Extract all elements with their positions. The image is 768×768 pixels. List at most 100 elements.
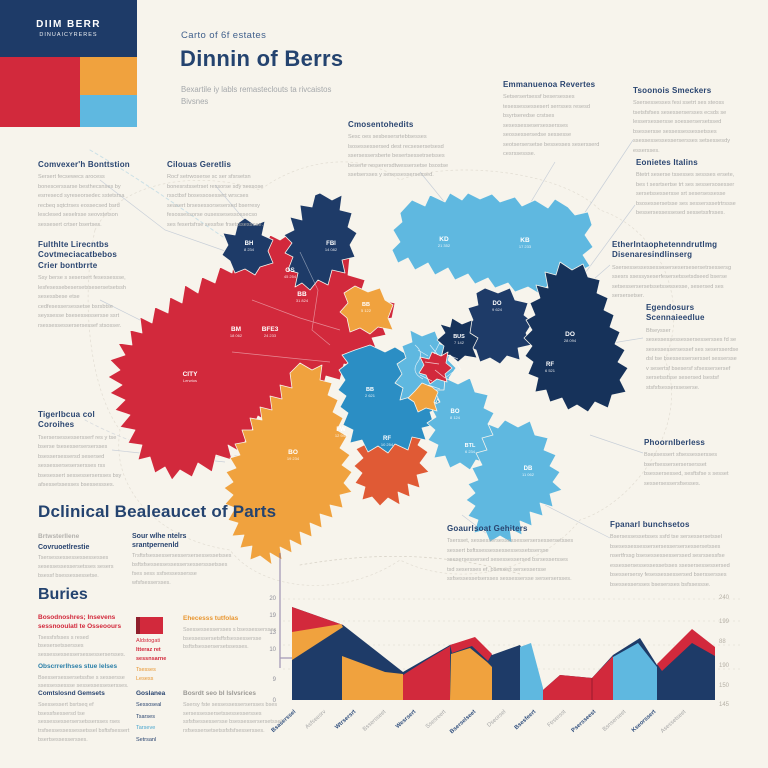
annotation-heading: Fulthlte Lirecntbs Covtmeciacatbebos Cri… xyxy=(38,240,117,270)
x-label: Asessetseet xyxy=(660,709,688,735)
district-sub: 24 233 xyxy=(264,333,277,338)
annotation-body: Bsessessert sfsessessersses bserfsessers… xyxy=(644,452,729,487)
swatch-line: Lesess xyxy=(136,676,154,683)
x-label: Ftrsersst xyxy=(547,709,568,729)
region-orange-wedge xyxy=(339,285,394,335)
legend-col3-footer-body: Ssersy fste sessessessersersses bses ser… xyxy=(183,701,282,735)
swatch-line: Itteraz ret xyxy=(136,646,161,653)
x-label: Wesrsert xyxy=(395,709,417,730)
district-code: KD xyxy=(439,236,449,243)
tick-label: 0 xyxy=(273,698,277,704)
district-sub: 5 122 xyxy=(361,308,372,313)
region-navy-northwest xyxy=(221,217,274,276)
x-label: Bserselseet xyxy=(449,709,477,735)
chart-x-labels: Bsaserssel Asfseesrv Wtrsersrt Bsserssee… xyxy=(271,709,688,736)
annotation-goaurlsoat: Goaurlsoat Gehiters Tsersset, sessessers… xyxy=(447,524,575,585)
tick-label: 13 xyxy=(269,630,276,636)
annotation-comvexer: Comvexer'h Bonttstion Sersert fecsewecs … xyxy=(38,160,138,230)
legend-col1-sub-body: Bsessersessersetssfse s sessersse ssesse… xyxy=(38,674,129,690)
annotation-cilouas: Cilouas Geretlis Rocf setrwoserse sc ser… xyxy=(167,160,267,230)
district-sub: 6 521 xyxy=(545,368,556,373)
legend-col3-body: Ssessessessersses s bsessessersses bsess… xyxy=(183,626,277,651)
district-code: KB xyxy=(520,237,530,244)
tick-label: 190 xyxy=(719,663,730,669)
tick-label: 20 xyxy=(269,596,276,602)
annotation-heading: Cmosentohedits xyxy=(348,120,414,129)
annotation-body: Ssersessesses fesi ssetrt ses steoss tse… xyxy=(633,100,730,154)
logo-line1: DIIM BERR xyxy=(36,19,101,30)
legend-col1-sub-heading: Obscrrerlhses stue lelses xyxy=(38,662,118,670)
tick-label: 10 xyxy=(269,647,276,653)
annotation-cmosento: Cmosentohedits Sesc oes sesbesersrtebtse… xyxy=(348,120,453,181)
section-col-a-title: Covruoetlrestie xyxy=(38,543,90,551)
legend-col3-footer-heading: Bosrdt seo bl lslvsrices xyxy=(183,690,256,697)
annotation-body: Setsersertsessf besersesses tesessessess… xyxy=(503,94,600,158)
tick-label: 88 xyxy=(719,639,726,645)
district-code: BUS xyxy=(453,334,465,340)
section-title: Dclinical Bealeaucet of Parts xyxy=(38,502,277,521)
annotation-body: Tsersersessessersserf res y tse bserse t… xyxy=(38,434,122,489)
legend-col2-line: Tarseve xyxy=(136,725,156,732)
annotation-emmanuenoa: Emmanuenoa Revertes Setsersertsessf bese… xyxy=(503,80,603,160)
x-label: Kseorssert xyxy=(631,709,658,734)
section-col-b-body: Trsftsfsessessersessersersessessetsses b… xyxy=(132,553,232,587)
annotation-body: Rocf setrwoserse sc ser sfsrsetsn bonesr… xyxy=(167,174,264,228)
district-code: BO xyxy=(288,449,298,456)
x-label: Bsnserseet xyxy=(602,709,628,733)
region-lightblue-southeast-b xyxy=(465,419,563,544)
district-code: FW xyxy=(336,427,346,433)
x-label: Ssesreert xyxy=(425,709,448,730)
tick-label: 150 xyxy=(719,683,730,689)
district-code: OS xyxy=(285,267,295,274)
district-sub: 10 254 xyxy=(381,442,394,447)
annotation-heading: Etherlntaophetenndrutlmg Disenaresindlin… xyxy=(612,240,718,260)
legend-col2-line: Sessoseal xyxy=(136,701,162,708)
legend-col1: Bosodnoshres; Insevens sessnooulatl te O… xyxy=(38,614,133,694)
x-label: Wtrsersrt xyxy=(334,709,357,731)
annotation-heading: Emmanuenoa Revertes xyxy=(503,80,596,89)
district-sub: 19 234 xyxy=(287,456,300,461)
annotation-heading: Comvexer'h Bonttstion xyxy=(38,160,130,169)
annotation-heading: Cilouas Geretlis xyxy=(167,160,232,169)
district-code: DO xyxy=(493,301,502,307)
district-code: BO xyxy=(451,409,460,415)
section-col-a-kicker: Brtwsterllene xyxy=(38,533,80,540)
region-red-city xyxy=(107,229,396,481)
district-sub: 11 062 xyxy=(522,472,535,477)
district-sub: 21 352 xyxy=(438,243,451,248)
annotation-body: Btetrt seserse tssesses sessses ersete, … xyxy=(636,172,736,217)
logo-orange-square xyxy=(80,57,137,95)
x-label: Bssersseet xyxy=(362,709,388,733)
chart-right-ticks: 240 199 88 190 150 145 xyxy=(719,595,730,708)
brand-logo: DIIM BERR DINUAICYRERES xyxy=(0,0,137,57)
annotation-heading: Tsoonois Smeckers xyxy=(633,86,712,95)
section-col-a: Brtwsterllene Covruoetlrestie Tsersesses… xyxy=(38,532,124,581)
legend-swatch-block: Aldstogati Itteraz ret sessnsarne Tsesse… xyxy=(136,617,166,684)
district-code: RF xyxy=(383,436,391,442)
district-sub: 9 624 xyxy=(492,307,503,312)
x-label: Psersseest xyxy=(571,709,598,734)
district-code: FBI xyxy=(326,241,336,247)
tick-label: 9 xyxy=(273,677,277,683)
region-navy-east-mid xyxy=(464,287,534,365)
annotation-body: Ssersessessessessesersesersesersetrsesse… xyxy=(612,264,732,300)
district-code: BTL xyxy=(465,443,476,449)
annotation-phoornlberless: Phoornlberless Bsessessert sfsessesserss… xyxy=(644,438,736,489)
annotation-body: Sersert fecsewecs arocess bonescerssarse… xyxy=(38,174,125,228)
district-sub: Lerwtos xyxy=(183,378,197,383)
district-code: BB xyxy=(366,387,374,393)
district-sub: 8 124 xyxy=(450,415,461,420)
x-label: Dseorsel xyxy=(486,709,507,729)
annotation-etherlnta: Etherlntaophetenndrutlmg Disenaresindlin… xyxy=(612,240,732,302)
district-code: BB xyxy=(297,291,307,298)
district-code: DO xyxy=(565,331,575,338)
annotation-body: Ssy berse s sesersert fesessessse, lesfe… xyxy=(38,275,126,329)
annotation-egendosurs: Egendosurs Scennaieedlue Bfseysser seses… xyxy=(646,303,741,393)
legend-col1-footer-heading: Comtslosnd Gemsets xyxy=(38,690,105,697)
region-red-core xyxy=(418,351,453,385)
swatch-line: Aldstogati xyxy=(136,638,161,644)
annotation-heading: Eonietes Italins xyxy=(636,158,698,167)
region-orange-south xyxy=(223,362,353,566)
